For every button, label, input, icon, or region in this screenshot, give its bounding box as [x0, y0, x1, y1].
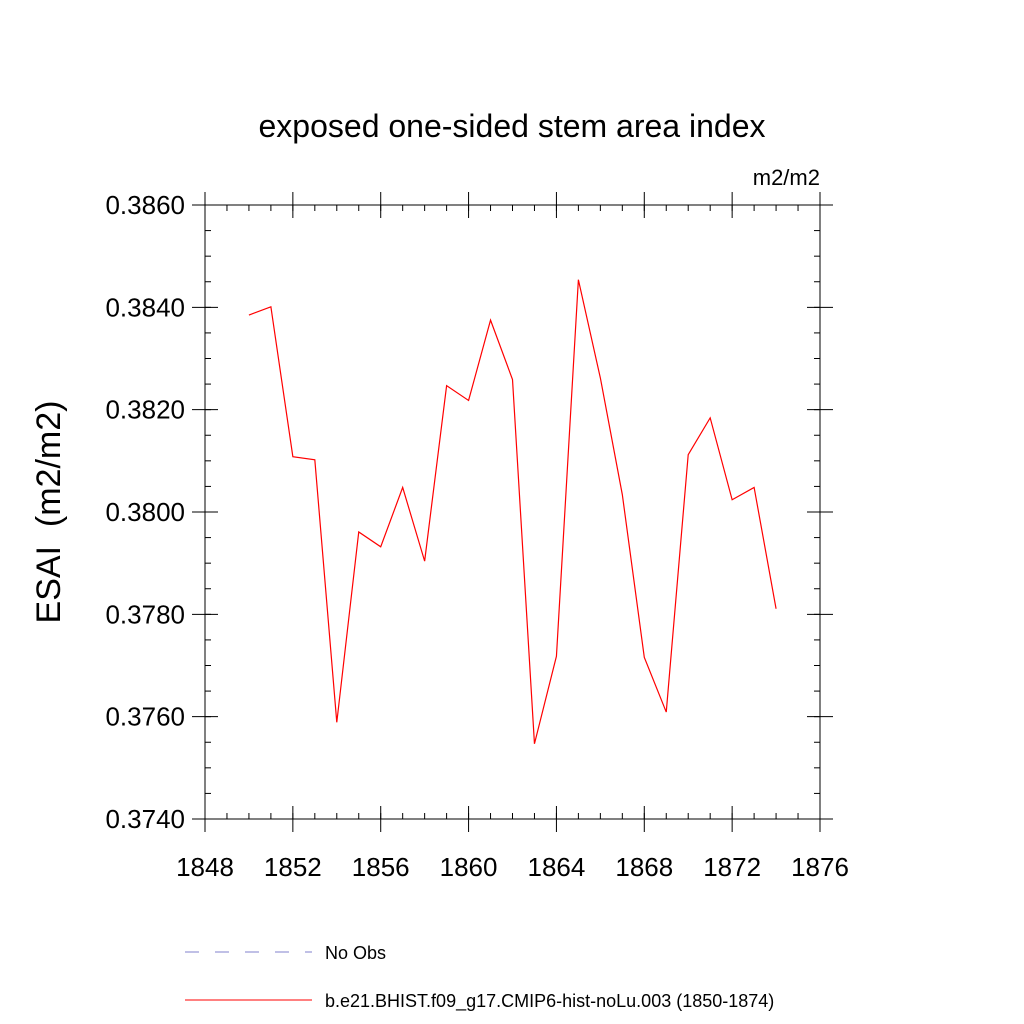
- x-tick-label: 1872: [703, 852, 761, 882]
- x-tick-label: 1864: [528, 852, 586, 882]
- chart-title: exposed one-sided stem area index: [259, 108, 766, 144]
- x-tick-label: 1852: [264, 852, 322, 882]
- y-tick-label: 0.3800: [105, 497, 185, 527]
- y-tick-label: 0.3820: [105, 395, 185, 425]
- plot-frame: [204, 204, 821, 820]
- x-tick-label: 1856: [352, 852, 410, 882]
- x-tick-label: 1868: [615, 852, 673, 882]
- legend-label: No Obs: [325, 943, 386, 963]
- x-tick-label: 1848: [176, 852, 234, 882]
- y-tick-label: 0.3760: [105, 702, 185, 732]
- y-tick-label: 0.3780: [105, 599, 185, 629]
- series-layer: [248, 279, 777, 744]
- axis-tick-labels: 1848 1852 1856 1860 1864 1868 1872 1876 0.3740 0.…: [105, 190, 848, 882]
- x-tick-label: 1876: [791, 852, 849, 882]
- legend-label: b.e21.BHIST.f09_g17.CMIP6-hist-noLu.003 …: [325, 991, 774, 1012]
- y-tick-label: 0.3740: [105, 804, 185, 834]
- y-axis-label: ESAI (m2/m2): [30, 401, 68, 624]
- units-label: m2/m2: [753, 165, 820, 190]
- y-tick-label: 0.3860: [105, 190, 185, 220]
- axis-ticks: [192, 192, 833, 832]
- series-line: [248, 279, 777, 744]
- legend: No Obs b.e21.BHIST.f09_g17.CMIP6-hist-noL…: [185, 943, 774, 1012]
- y-tick-label: 0.3840: [105, 292, 185, 322]
- x-tick-label: 1860: [440, 852, 498, 882]
